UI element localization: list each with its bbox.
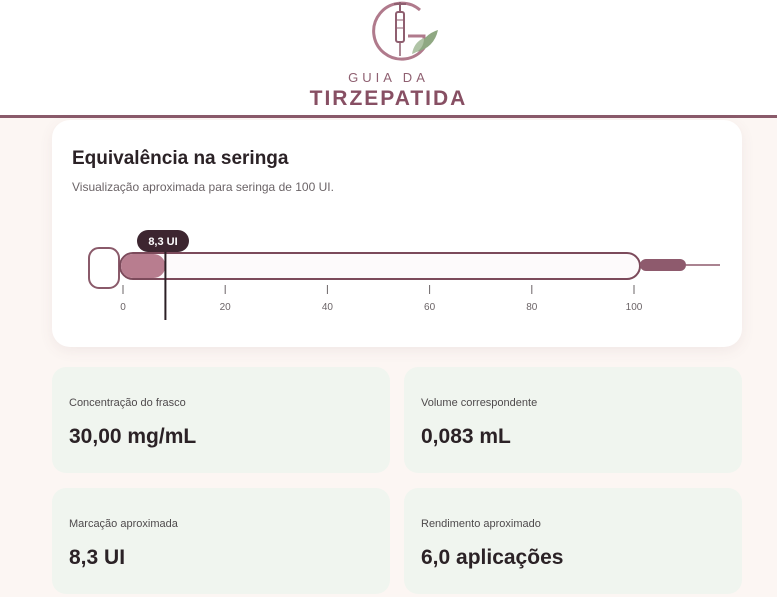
stat-concentration: Concentração do frasco 30,00 mg/mL: [52, 367, 390, 473]
plunger-cap: [88, 247, 120, 289]
scale-tick-label: 0: [120, 302, 126, 313]
scale-tick-label: 40: [322, 302, 334, 313]
site-header: GUIA DA TIRZEPATIDA: [0, 0, 777, 118]
card-title: Equivalência na seringa: [72, 148, 289, 169]
dose-marker: 8,3 UI: [137, 230, 189, 320]
logo-icon: [372, 1, 438, 61]
stat-value: 8,3 UI: [69, 546, 126, 569]
stat-label: Marcação aproximada: [69, 518, 178, 530]
marker-label: 8,3 UI: [148, 236, 177, 248]
scale-tick-label: 60: [424, 302, 436, 313]
syringe-visual: 0 20 40 60 80 100 8,3 UI: [88, 230, 720, 320]
stat-marking: Marcação aproximada 8,3 UI: [52, 488, 390, 594]
stat-label: Volume correspondente: [421, 397, 538, 409]
stat-volume: Volume correspondente 0,083 mL: [404, 367, 742, 473]
scale-ticks: 0 20 40 60 80 100: [120, 285, 643, 313]
stat-value: 6,0 aplicações: [421, 546, 564, 569]
stat-label: Rendimento aproximado: [421, 518, 541, 530]
stat-value: 0,083 mL: [421, 425, 511, 448]
scale-tick-label: 100: [626, 302, 643, 313]
stat-value: 30,00 mg/mL: [69, 425, 197, 448]
dose-fill: [121, 254, 166, 278]
marker-badge: [137, 230, 189, 252]
brand-line1: GUIA DA: [348, 70, 429, 85]
needle-hub: [640, 259, 686, 271]
stat-yield: Rendimento aproximado 6,0 aplicações: [404, 488, 742, 594]
card-subtitle: Visualização aproximada para seringa de …: [72, 180, 334, 194]
stat-label: Concentração do frasco: [69, 397, 186, 409]
scale-tick-label: 80: [526, 302, 538, 313]
syringe-barrel: [119, 252, 641, 280]
brand-line2: TIRZEPATIDA: [309, 87, 468, 110]
syringe-card: Equivalência na seringa Visualização apr…: [52, 120, 742, 347]
scale-tick-label: 20: [220, 302, 232, 313]
